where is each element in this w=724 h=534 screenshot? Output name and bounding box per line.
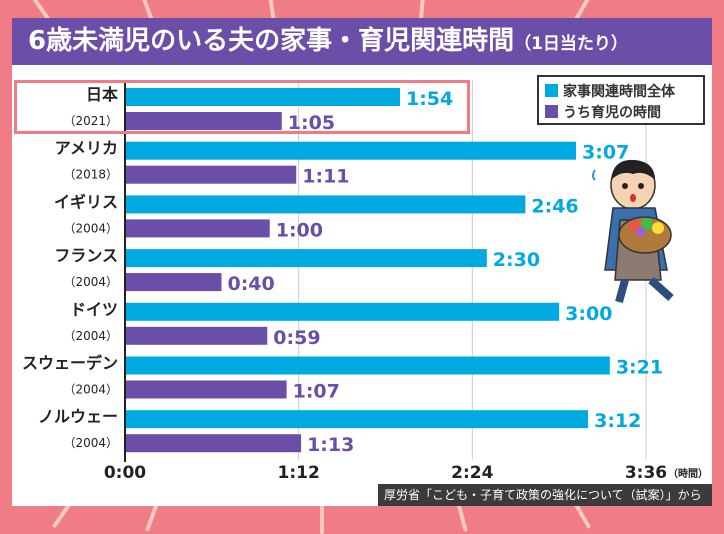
data-label: 1:54: [406, 88, 453, 110]
data-label: 2:30: [493, 249, 540, 271]
source-note: 厚労省「こども・子育て政策の強化について（試案）」から: [378, 484, 712, 506]
category-label: スウェーデン: [22, 354, 118, 373]
data-label: 3:12: [594, 410, 641, 432]
category-year: （2004）: [63, 221, 118, 235]
data-label: 0:59: [273, 327, 320, 349]
data-label: 0:40: [227, 273, 274, 295]
data-label: 1:11: [302, 166, 349, 188]
category-year: （2004）: [63, 275, 118, 289]
category-label: ドイツ: [70, 300, 118, 319]
bar-total: [125, 410, 589, 429]
bar-childcare: [125, 273, 222, 292]
x-tick-label: 1:12: [278, 463, 320, 483]
x-axis-unit: （時間）: [668, 467, 708, 480]
category-label: イギリス: [54, 192, 118, 211]
bar-childcare: [125, 112, 282, 130]
category-label: ノルウェー: [38, 407, 118, 426]
x-tick-label: 2:24: [451, 463, 493, 483]
bar-total: [125, 302, 560, 321]
bar-childcare: [125, 326, 268, 345]
bar-total: [125, 249, 487, 268]
bar-total: [125, 195, 526, 214]
category-year: （2004）: [63, 329, 118, 343]
category-year: （2021）: [63, 114, 118, 128]
legend: 家事関連時間全体 うち育児の時間: [537, 75, 705, 125]
title-main: 6歳未満児のいる夫の家事・育児関連時間: [28, 26, 515, 56]
bar-childcare: [125, 165, 297, 184]
data-label: 1:05: [288, 112, 335, 134]
bar-total: [125, 141, 577, 160]
category-year: （2018）: [63, 168, 118, 182]
bar-childcare: [125, 380, 287, 399]
data-label: 1:07: [293, 381, 340, 403]
legend-label-total: 家事関連時間全体: [563, 83, 675, 100]
x-tick-label: 0:00: [104, 463, 146, 483]
bar-childcare: [125, 434, 302, 453]
category-label: アメリカ: [55, 139, 118, 158]
data-label: 1:13: [307, 434, 354, 456]
legend-label-childcare: うち育児の時間: [563, 104, 661, 121]
legend-swatch-total: [545, 84, 558, 97]
x-tick-label: 3:36: [625, 463, 667, 483]
category-label: 日本: [86, 85, 118, 104]
data-label: 3:00: [565, 303, 612, 325]
japan-highlight-box: [14, 80, 470, 134]
category-year: （2004）: [63, 383, 118, 397]
bar-childcare: [125, 219, 270, 238]
legend-item-total: 家事関連時間全体: [545, 80, 697, 101]
legend-item-childcare: うち育児の時間: [545, 101, 697, 122]
chart-title: 6歳未満児のいる夫の家事・育児関連時間（1日当たり）: [12, 18, 712, 65]
category-label: フランス: [54, 246, 118, 265]
title-sub: （1日当たり）: [514, 34, 628, 54]
legend-swatch-childcare: [545, 105, 558, 118]
bar-chart: 0:00 1:12 2:24 3:36 （時間） 日本 （2021） 1:54 1:05 アメリカ…: [22, 80, 708, 483]
bar-total: [125, 356, 610, 375]
data-label: 3:07: [582, 142, 629, 164]
data-label: 3:21: [616, 357, 663, 379]
data-label: 2:46: [531, 195, 578, 217]
bar-total: [125, 88, 400, 106]
category-year: （2004）: [63, 436, 118, 450]
data-label: 1:00: [276, 219, 323, 241]
